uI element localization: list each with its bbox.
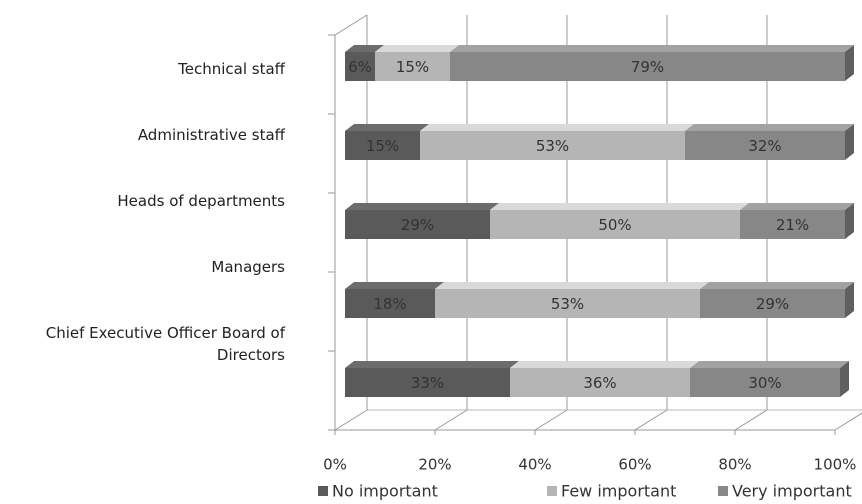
bar-top: [700, 282, 854, 289]
bar-top: [435, 282, 709, 289]
bar: [740, 210, 845, 239]
bar-side: [845, 282, 854, 318]
bar-top: [490, 203, 749, 210]
bar: [510, 368, 690, 397]
legend-label: Very important: [732, 482, 852, 501]
data-label: 30%: [748, 374, 781, 392]
x-tick-label: 0%: [323, 456, 347, 474]
grid-line: [834, 412, 862, 431]
bar-segment: [345, 124, 429, 160]
x-tick-label: 20%: [418, 456, 451, 474]
bar: [345, 210, 490, 239]
x-tick-label: 40%: [518, 456, 551, 474]
bar: [685, 131, 845, 160]
y-tick-label: Heads of departments: [117, 192, 285, 210]
bar-top: [345, 124, 429, 131]
bar-top: [740, 203, 854, 210]
bar-top: [345, 282, 444, 289]
bar-segment: [345, 45, 384, 81]
data-label: 6%: [348, 58, 372, 76]
bar-segment: [420, 124, 694, 160]
data-label: 29%: [401, 216, 434, 234]
data-label: 36%: [583, 374, 616, 392]
bar-segment: [345, 282, 444, 318]
data-label: 15%: [396, 58, 429, 76]
bar: [435, 289, 700, 318]
axis-line: [334, 14, 368, 36]
legend-label: Few important: [561, 482, 676, 501]
bar-top: [685, 124, 854, 131]
data-label: 32%: [748, 137, 781, 155]
data-label: 50%: [598, 216, 631, 234]
bar: [345, 289, 435, 318]
grid-line: [734, 409, 768, 431]
y-tick-label: Technical staff: [178, 60, 285, 78]
data-label: 29%: [756, 295, 789, 313]
bar-side: [845, 45, 854, 81]
legend-swatch: [718, 486, 728, 496]
bar-segment: [685, 124, 854, 160]
bar-top: [690, 361, 849, 368]
bar-segment: [345, 361, 519, 397]
bar: [490, 210, 740, 239]
bar-segment: [345, 203, 499, 239]
bar: [700, 289, 845, 318]
grid-line: [334, 409, 368, 431]
bar: [345, 368, 510, 397]
bar-segment: [690, 361, 849, 397]
y-tick-label: Administrative staff: [137, 126, 285, 144]
bar-segment: [700, 282, 854, 318]
data-label: 15%: [366, 137, 399, 155]
bar-segment: [740, 203, 854, 239]
bar-segment: [450, 45, 854, 81]
bar: [345, 52, 375, 81]
bar-side: [845, 203, 854, 239]
grid-line: [634, 409, 668, 431]
bar: [420, 131, 685, 160]
legend-swatch: [547, 486, 557, 496]
bar-top: [450, 45, 854, 52]
bar-segment: [435, 282, 709, 318]
bar-side: [845, 124, 854, 160]
bar: [375, 52, 450, 81]
legend-swatch: [318, 486, 328, 496]
x-tick-label: 60%: [618, 456, 651, 474]
data-label: 21%: [776, 216, 809, 234]
bar-top: [345, 203, 499, 210]
y-tick-label: Managers: [211, 258, 285, 276]
bar-top: [375, 45, 459, 52]
data-label: 53%: [536, 137, 569, 155]
x-tick-label: 100%: [814, 456, 857, 474]
bar-segment: [510, 361, 699, 397]
bar-top: [420, 124, 694, 131]
y-tick-label: Chief Executive Officer Board of Directo…: [45, 324, 285, 364]
grid-line: [434, 409, 468, 431]
x-tick-label: 80%: [718, 456, 751, 474]
data-label: 53%: [551, 295, 584, 313]
bar-top: [345, 361, 519, 368]
bar: [345, 131, 420, 160]
legend-label: No important: [332, 482, 438, 501]
data-label: 33%: [411, 374, 444, 392]
bar: [690, 368, 840, 397]
bar-side: [840, 361, 849, 397]
data-label: 18%: [373, 295, 406, 313]
bar-segment: [375, 45, 459, 81]
bar-top: [510, 361, 699, 368]
grid-line: [534, 409, 568, 431]
bar: [450, 52, 845, 81]
bar-top: [345, 45, 384, 52]
bar-segment: [490, 203, 749, 239]
data-label: 79%: [631, 58, 664, 76]
